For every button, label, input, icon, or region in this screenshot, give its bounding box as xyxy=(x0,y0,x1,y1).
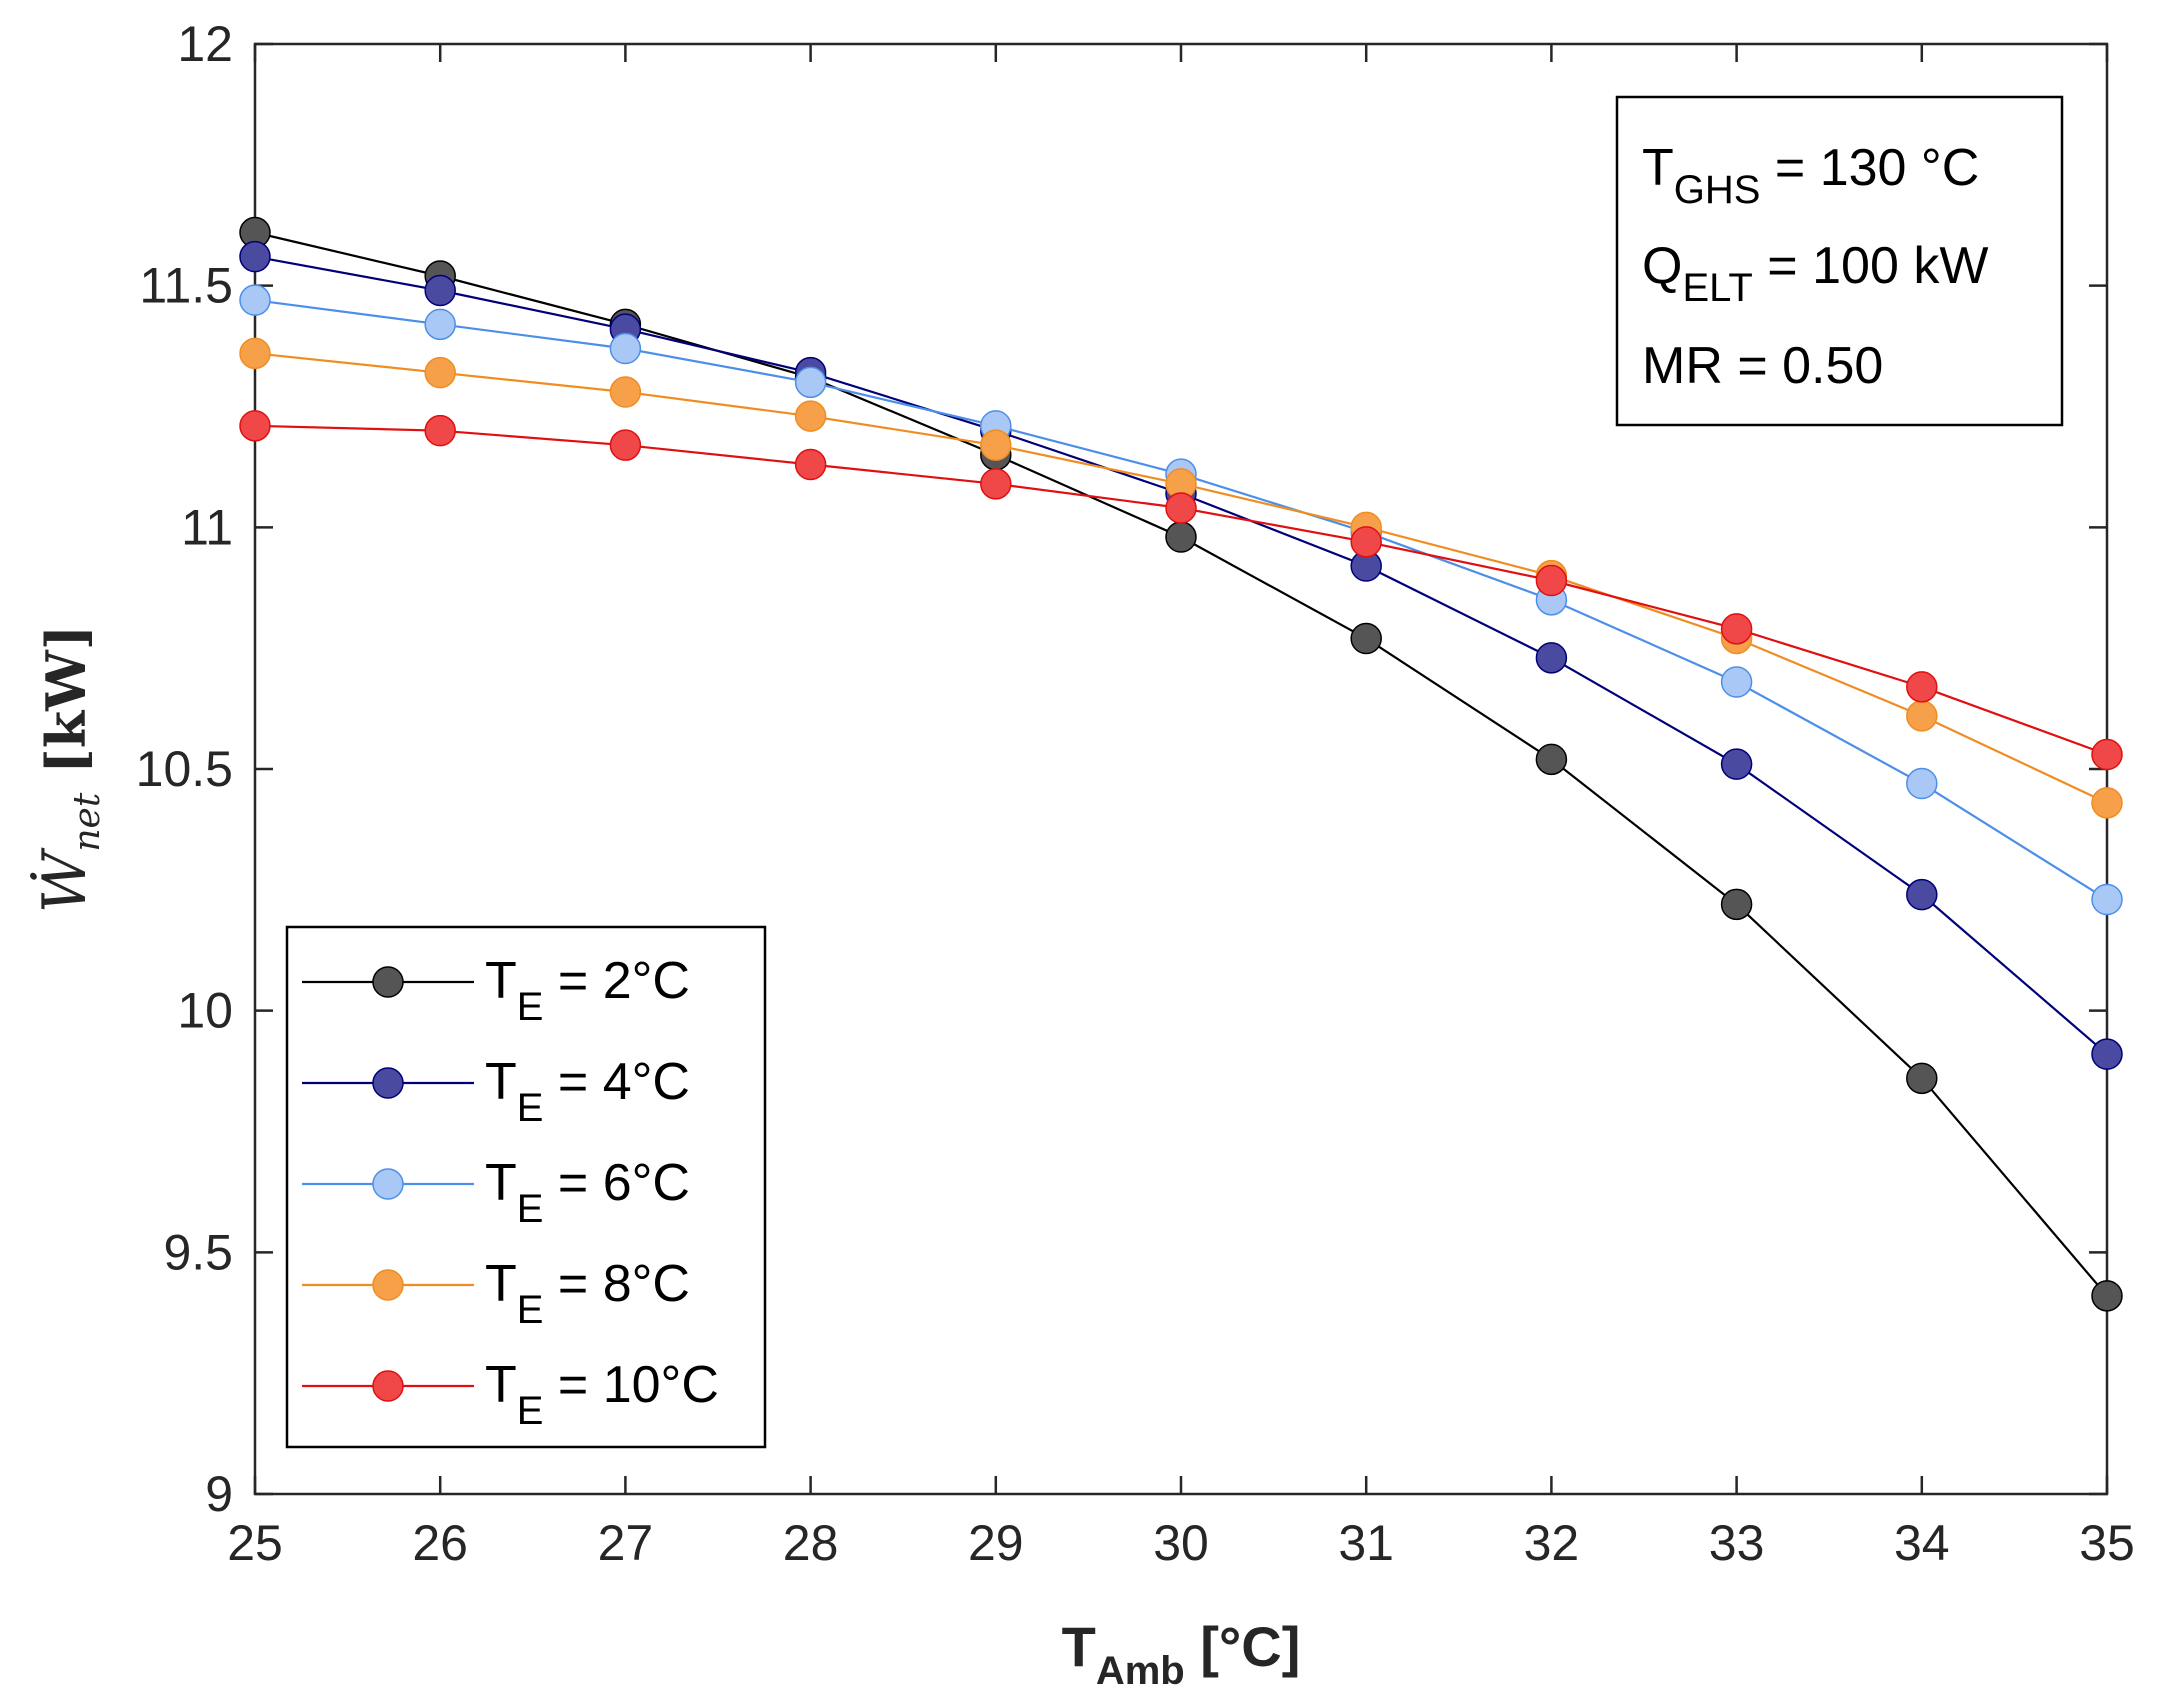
y-tick-label: 9.5 xyxy=(163,1224,233,1280)
data-point xyxy=(1350,622,1382,655)
data-point xyxy=(239,410,271,442)
data-point xyxy=(1535,743,1568,776)
data-point xyxy=(1720,888,1753,921)
data-point xyxy=(239,284,271,316)
data-point xyxy=(1720,748,1753,780)
data-point xyxy=(1165,521,1197,553)
data-point xyxy=(609,332,642,365)
data-point xyxy=(794,366,827,399)
x-tick-label: 34 xyxy=(1894,1515,1950,1571)
x-tick-label: 31 xyxy=(1338,1515,1394,1571)
x-tick-label: 27 xyxy=(598,1515,654,1571)
legend-entry: TE = 10°C xyxy=(302,1356,719,1433)
annotation-frame xyxy=(1615,95,2064,427)
legend-label: TE = 8°C xyxy=(485,1255,690,1332)
series-4 xyxy=(239,410,2123,771)
legend-entry: TE = 8°C xyxy=(302,1255,690,1332)
data-point xyxy=(2091,738,2123,771)
legend-label: TE = 6°C xyxy=(485,1154,690,1231)
x-tick-label: 26 xyxy=(412,1515,468,1571)
y-axis-title: Ẇnet [kW] xyxy=(29,625,108,914)
x-tick-label: 32 xyxy=(1524,1515,1580,1571)
legend-label: TE = 4°C xyxy=(485,1053,690,1130)
annotation-elt: QELT = 100 kW xyxy=(1642,237,1988,310)
legend-entry: TE = 2°C xyxy=(302,952,690,1029)
legend-marker xyxy=(372,1370,404,1402)
y-tick-label: 9 xyxy=(205,1466,233,1522)
x-tick-label: 30 xyxy=(1153,1515,1209,1571)
data-point xyxy=(1720,613,1753,645)
data-point xyxy=(239,337,271,370)
x-tick-label: 28 xyxy=(783,1515,839,1571)
data-point xyxy=(794,400,827,432)
data-point xyxy=(1906,878,1938,911)
legend: TE = 2°C TE = 4°C TE = 6°C TE = 8°C TE = 10°… xyxy=(285,925,767,1449)
data-point xyxy=(424,274,456,307)
legend-marker xyxy=(372,1067,404,1099)
y-tick-label: 10 xyxy=(177,983,233,1039)
series-0 xyxy=(239,216,2123,1312)
x-tick-label: 25 xyxy=(227,1515,283,1571)
x-tick-label: 35 xyxy=(2079,1515,2135,1571)
data-point xyxy=(794,448,827,481)
data-point xyxy=(1165,492,1197,524)
annotation-ghs: TGHS = 130 °C xyxy=(1642,139,1979,212)
x-tick-label: 33 xyxy=(1709,1515,1765,1571)
y-tick-label: 12 xyxy=(177,16,233,72)
data-point xyxy=(424,356,456,389)
data-point xyxy=(1720,666,1753,698)
y-tick-label: 11.5 xyxy=(139,258,233,314)
legend-frame xyxy=(285,925,767,1449)
x-tick-label: 29 xyxy=(968,1515,1024,1571)
y-tick-label: 11 xyxy=(181,499,233,555)
axis-ticks: 25 26 27 28 29 30 31 32 33 34 35 9 9.5 10 10.5 11 11.5 12 xyxy=(136,16,2135,1571)
data-point xyxy=(424,414,456,447)
data-point xyxy=(1906,767,1938,800)
data-point xyxy=(1350,526,1382,558)
annotation-mr: MR = 0.50 xyxy=(1642,337,1883,395)
legend-marker xyxy=(372,1269,404,1301)
annotation-box: TGHS = 130 °C QELT = 100 kW MR = 0.50 xyxy=(1615,95,2064,427)
data-point xyxy=(2091,1038,2123,1070)
data-point xyxy=(1906,671,1938,703)
data-point xyxy=(424,308,456,341)
legend-entry: TE = 6°C xyxy=(302,1154,690,1231)
x-axis-title: TAmb [°C] xyxy=(1062,1615,1301,1693)
data-point xyxy=(2091,883,2123,916)
data-point xyxy=(2091,1280,2123,1312)
legend-label: TE = 10°C xyxy=(485,1356,719,1433)
series-layer xyxy=(239,216,2123,1312)
legend-label: TE = 2°C xyxy=(485,952,690,1029)
y-tick-label: 10.5 xyxy=(136,741,233,797)
data-point xyxy=(1906,1062,1938,1095)
data-point xyxy=(1535,642,1568,674)
data-point xyxy=(980,429,1012,461)
data-point xyxy=(2091,787,2123,819)
data-point xyxy=(1535,564,1568,597)
legend-marker xyxy=(372,966,404,998)
data-point xyxy=(980,468,1012,500)
data-point xyxy=(239,240,271,273)
legend-marker xyxy=(372,1168,404,1200)
data-point xyxy=(1906,700,1938,732)
legend-entry: TE = 4°C xyxy=(302,1053,690,1130)
data-point xyxy=(609,376,642,408)
data-point xyxy=(609,429,642,461)
